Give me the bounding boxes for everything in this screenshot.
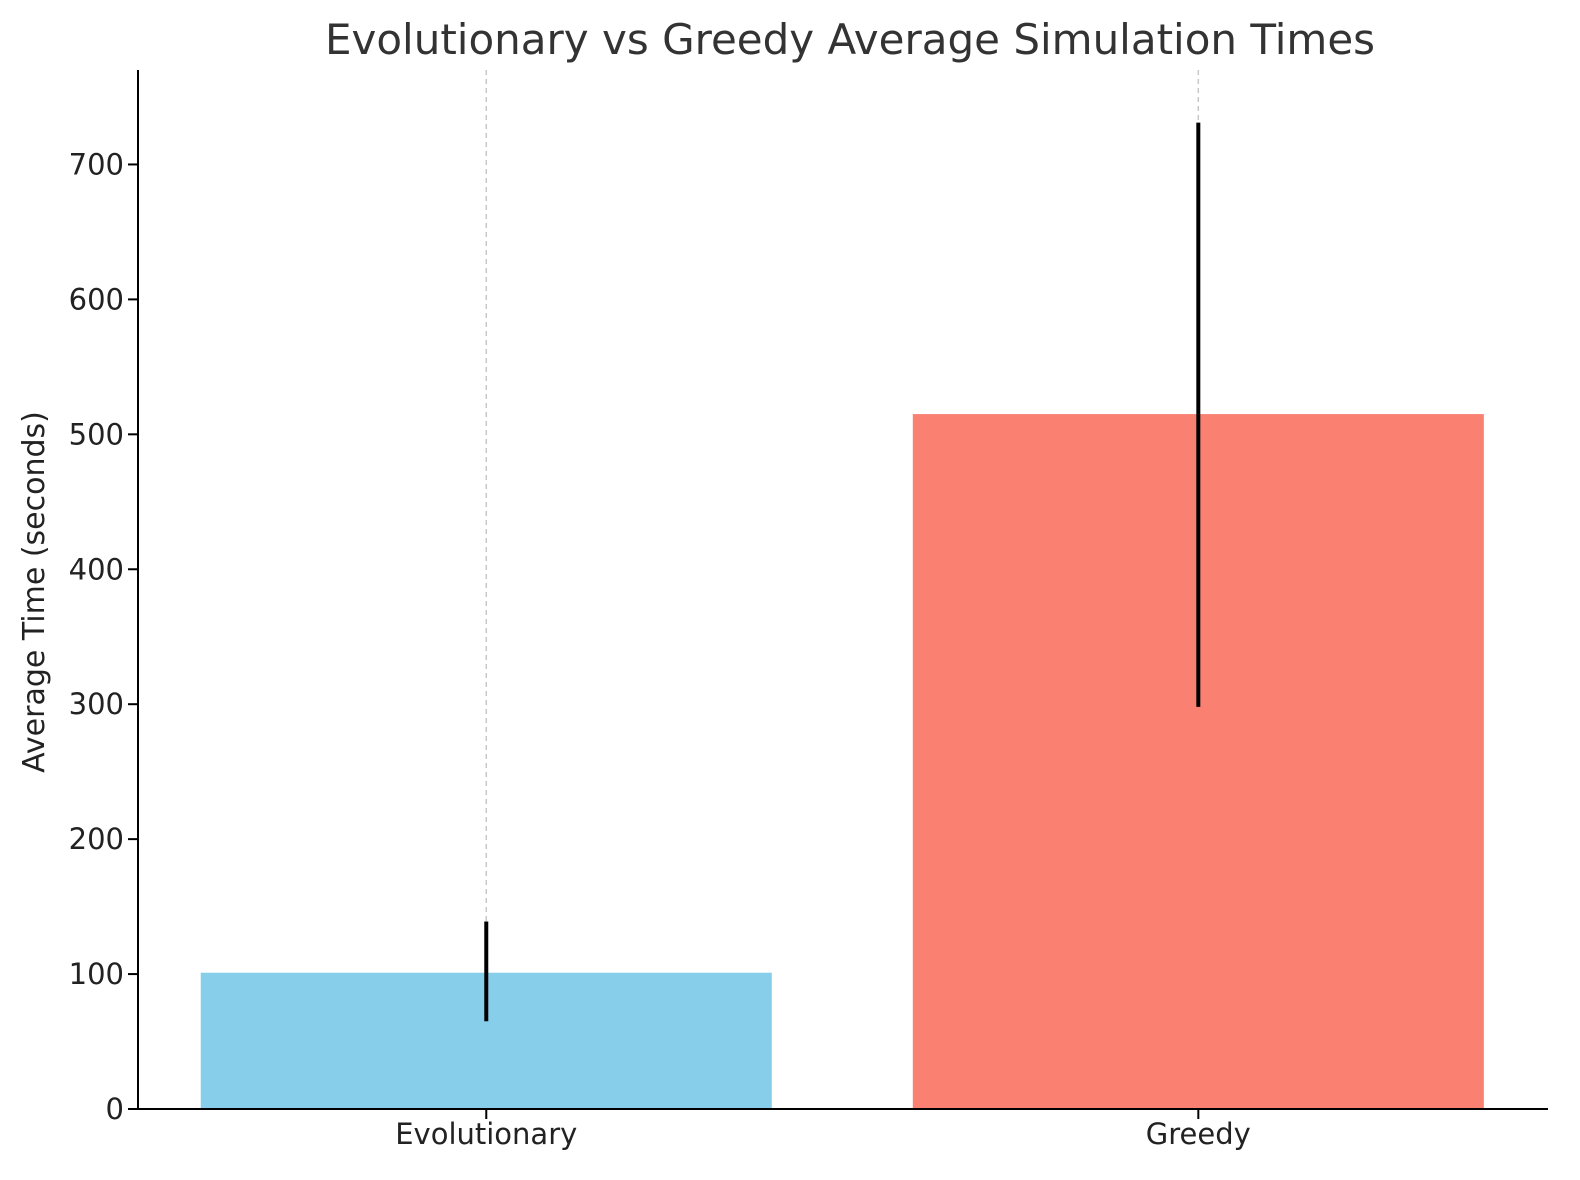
axes <box>137 70 1548 1110</box>
y-tick-label: 0 <box>106 1092 124 1126</box>
x-tick-label: Greedy <box>1146 1117 1251 1151</box>
y-tick-label: 500 <box>69 417 124 451</box>
tick-labels: Evolutionary Greedy 0 100 200 300 400 500 600 700 <box>69 147 1251 1151</box>
y-tick-label: 400 <box>69 552 124 586</box>
y-tick-label: 200 <box>69 822 124 856</box>
y-tick-label: 300 <box>69 687 124 721</box>
y-axis-label: Average Time (seconds) <box>17 411 52 773</box>
x-tick-label: Evolutionary <box>395 1117 577 1151</box>
bars <box>200 414 1484 1109</box>
y-tick-label: 700 <box>69 147 124 181</box>
y-tick-label: 100 <box>69 957 124 991</box>
chart-title: Evolutionary vs Greedy Average Simulatio… <box>325 15 1375 64</box>
y-tick-label: 600 <box>69 282 124 316</box>
error-bars <box>484 122 1201 1022</box>
